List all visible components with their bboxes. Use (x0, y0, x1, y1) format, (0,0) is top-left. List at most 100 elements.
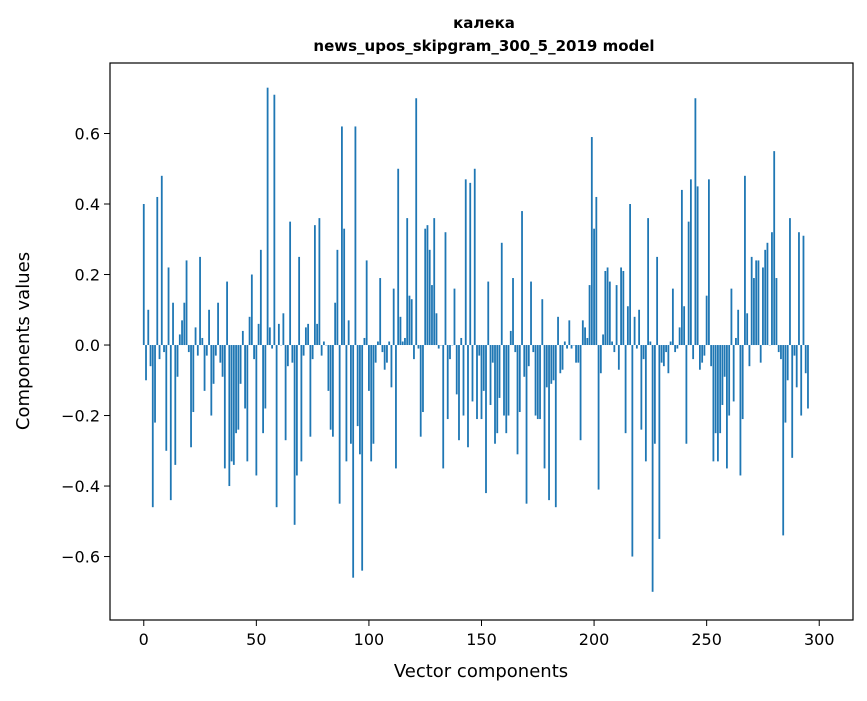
bar-280 (773, 151, 775, 345)
bar-58 (273, 95, 275, 345)
bar-91 (348, 320, 350, 345)
bar-96 (359, 345, 361, 454)
bar-45 (244, 345, 246, 408)
bar-115 (402, 342, 404, 346)
bar-166 (517, 345, 519, 454)
bar-254 (715, 345, 717, 433)
bar-153 (487, 282, 489, 345)
bar-140 (458, 345, 460, 440)
bar-205 (604, 271, 606, 345)
bar-73 (307, 324, 309, 345)
bar-47 (249, 317, 251, 345)
bar-268 (746, 313, 748, 345)
bar-230 (661, 345, 663, 363)
bar-74 (309, 345, 311, 437)
bar-31 (213, 345, 215, 384)
bar-168 (521, 211, 523, 345)
bar-151 (483, 345, 485, 391)
bar-4 (152, 345, 154, 507)
bar-287 (789, 218, 791, 345)
bar-167 (519, 345, 521, 412)
bar-220 (638, 310, 640, 345)
bar-180 (548, 345, 550, 500)
bar-53 (262, 345, 264, 433)
bar-94 (355, 126, 357, 345)
bar-204 (602, 334, 604, 345)
bar-54 (264, 345, 266, 408)
bar-36 (224, 345, 226, 468)
bar-269 (749, 345, 751, 366)
bar-52 (260, 250, 262, 345)
bar-77 (316, 324, 318, 345)
bar-160 (503, 345, 505, 416)
bar-164 (512, 278, 514, 345)
bar-231 (663, 345, 665, 366)
bar-64 (287, 345, 289, 366)
chart-title: калека (453, 14, 515, 32)
y-tick-label: −0.6 (61, 548, 100, 567)
bar-67 (294, 345, 296, 525)
bar-260 (728, 345, 730, 416)
bar-72 (305, 327, 307, 345)
y-tick-label: 0.0 (75, 336, 100, 355)
bar-243 (690, 179, 692, 345)
bar-103 (375, 345, 377, 363)
bar-114 (400, 317, 402, 345)
bar-131 (438, 345, 440, 349)
bar-128 (431, 285, 433, 345)
bar-236 (674, 345, 676, 352)
bar-86 (337, 250, 339, 345)
bar-182 (553, 345, 555, 380)
bar-244 (692, 345, 694, 359)
bar-28 (206, 345, 208, 356)
bar-22 (192, 345, 194, 412)
bar-247 (699, 345, 701, 370)
bar-281 (776, 278, 778, 345)
bar-70 (300, 345, 302, 461)
bar-184 (557, 317, 559, 345)
bar-283 (780, 345, 782, 359)
bar-262 (733, 345, 735, 401)
bar-285 (785, 345, 787, 423)
bar-129 (433, 218, 435, 345)
bar-138 (454, 289, 456, 345)
bar-228 (656, 257, 658, 345)
bar-82 (328, 345, 330, 391)
bar-238 (679, 327, 681, 345)
bar-56 (269, 327, 271, 345)
bar-123 (420, 345, 422, 437)
bar-178 (544, 345, 546, 468)
bar-221 (640, 345, 642, 430)
bar-41 (235, 345, 237, 433)
bar-102 (373, 345, 375, 444)
bar-289 (794, 345, 796, 356)
bar-116 (404, 338, 406, 345)
bar-275 (762, 267, 764, 345)
bar-290 (796, 345, 798, 387)
bar-24 (197, 345, 199, 356)
bar-181 (550, 345, 552, 384)
bar-25 (199, 257, 201, 345)
bar-291 (798, 232, 800, 345)
bar-59 (276, 345, 278, 507)
bar-263 (735, 338, 737, 345)
bar-17 (181, 320, 183, 345)
bar-110 (391, 345, 393, 387)
bar-43 (240, 345, 242, 384)
bar-66 (291, 345, 293, 363)
bar-34 (219, 345, 221, 363)
bar-35 (222, 345, 224, 377)
bar-197 (586, 338, 588, 345)
bar-136 (449, 345, 451, 359)
bar-179 (546, 345, 548, 387)
plot-frame (110, 63, 853, 620)
bar-229 (658, 345, 660, 539)
bar-40 (233, 345, 235, 465)
bar-272 (755, 260, 757, 345)
x-axis-label: Vector components (394, 661, 568, 682)
y-tick-label: 0.6 (75, 125, 100, 144)
bar-175 (537, 345, 539, 419)
bar-279 (771, 232, 773, 345)
y-axis-label: Components values (13, 252, 34, 430)
bar-99 (366, 260, 368, 345)
